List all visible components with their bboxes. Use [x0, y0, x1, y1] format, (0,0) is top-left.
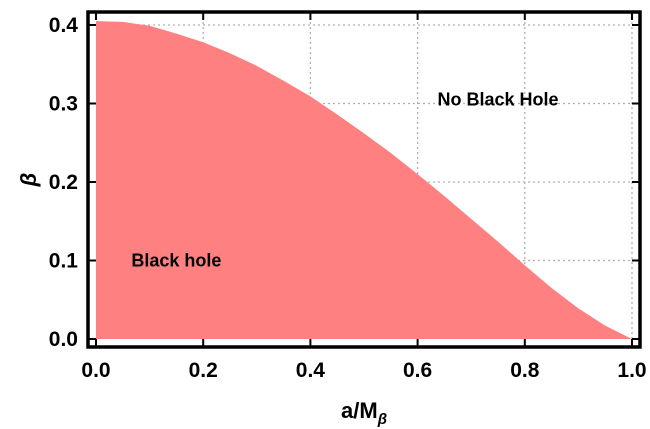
y-axis-title: β	[16, 173, 41, 188]
y-tick-label: 0.3	[49, 93, 78, 116]
black-hole-region	[96, 21, 632, 339]
no-black-hole-label: No Black Hole	[437, 90, 558, 110]
black-hole-label: Black hole	[131, 251, 221, 271]
x-tick-label: 0.8	[510, 359, 540, 382]
y-tick-labels: 0.0 0.1 0.2 0.3 0.4	[49, 14, 79, 351]
x-axis-title-base: a/M	[341, 398, 378, 423]
x-tick-label: 0.6	[403, 359, 432, 382]
x-axis-title-subscript: β	[377, 411, 387, 428]
region-labels: No Black Hole Black hole	[131, 90, 558, 271]
x-tick-label: 0.0	[81, 359, 110, 382]
y-tick-label: 0.2	[49, 171, 78, 194]
axis-ticks	[88, 12, 640, 347]
x-tick-label: 0.2	[189, 359, 218, 382]
x-tick-label: 0.4	[296, 359, 326, 382]
x-tick-labels: 0.0 0.2 0.4 0.6 0.8 1.0	[81, 359, 646, 382]
y-tick-label: 0.0	[49, 328, 78, 351]
y-tick-label: 0.4	[49, 14, 79, 37]
x-axis-title: a/Mβ	[341, 398, 387, 428]
x-tick-label: 1.0	[617, 359, 646, 382]
y-tick-label: 0.1	[49, 250, 79, 273]
plot-frame	[86, 10, 642, 349]
